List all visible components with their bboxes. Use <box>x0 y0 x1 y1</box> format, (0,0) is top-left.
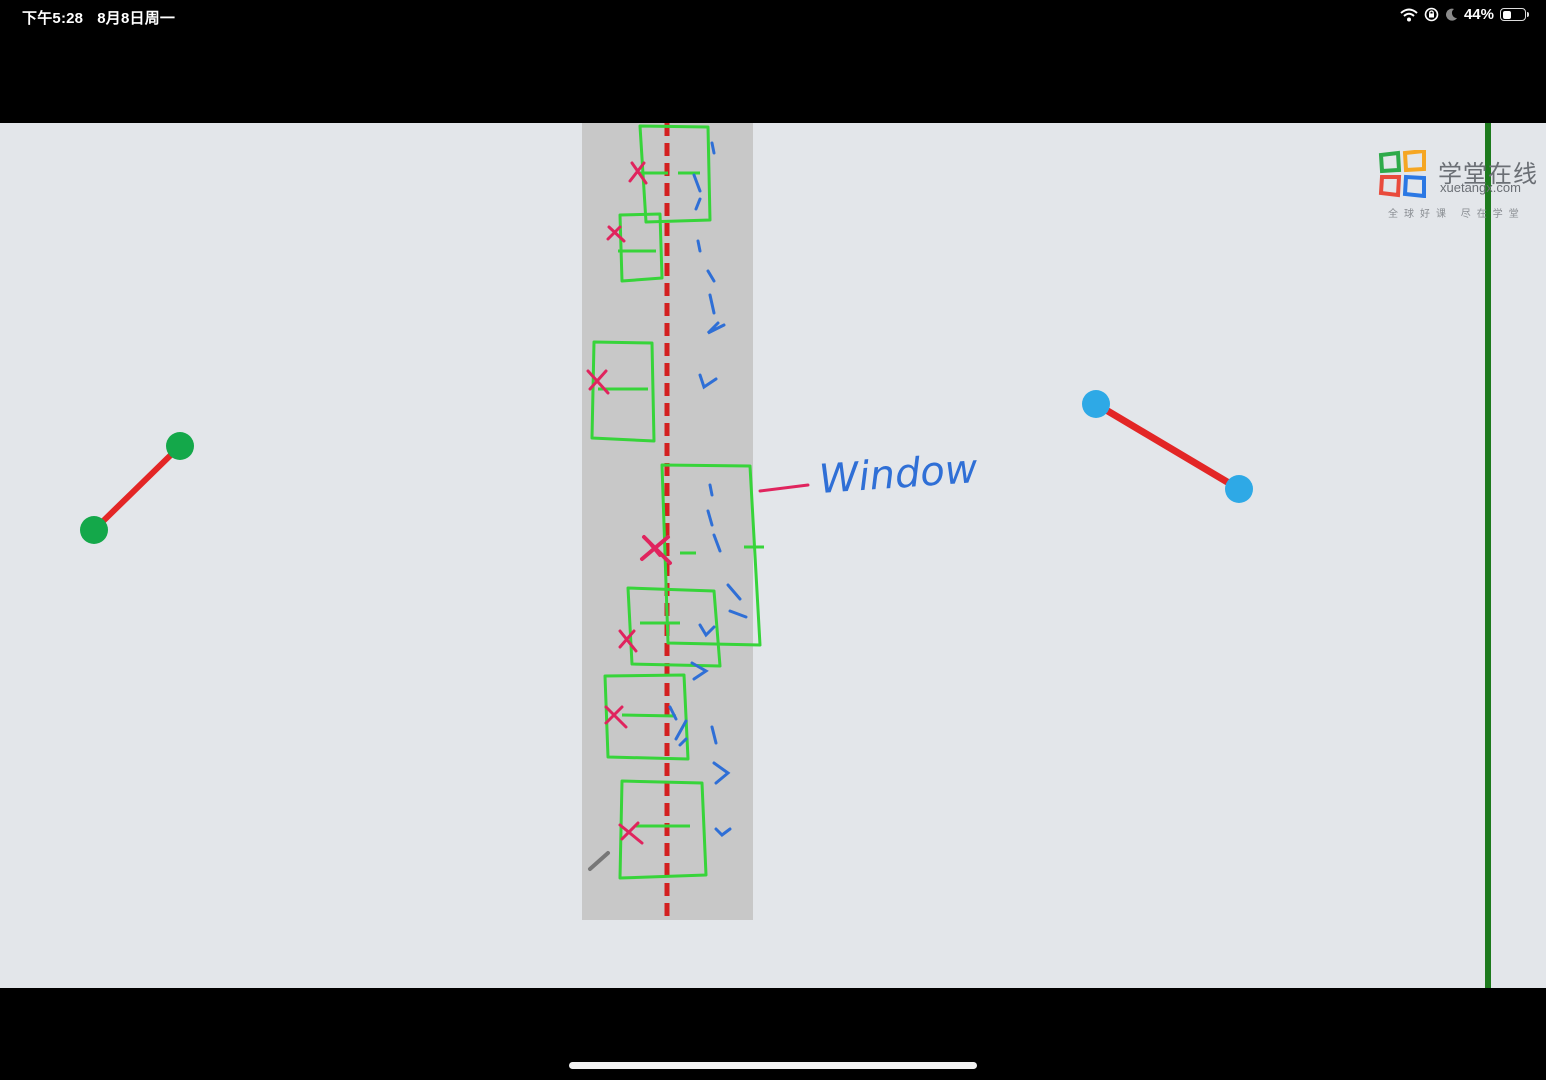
status-left: 下午5:28 8月8日周一 <box>22 7 175 28</box>
left-segment-start-point <box>80 516 108 544</box>
status-time: 下午5:28 <box>22 10 84 27</box>
logo-domain: xuetangx.com <box>1440 180 1521 195</box>
green-window-boxes <box>590 124 764 880</box>
window-label: Window <box>817 446 979 503</box>
right-segment-start-point <box>1082 390 1110 418</box>
orientation-lock-icon <box>1424 7 1439 22</box>
battery-icon <box>1500 8 1529 21</box>
gray-strip <box>582 123 753 920</box>
logo-slogan: 全球好课 尽在学堂 <box>1388 209 1525 220</box>
status-bar: 下午5:28 8月8日周一 44% <box>0 0 1546 32</box>
right-segment <box>1092 400 1243 493</box>
home-indicator[interactable] <box>569 1062 977 1069</box>
battery-percent: 44% <box>1463 6 1494 23</box>
status-date: 8月8日周一 <box>97 10 176 27</box>
video-frame[interactable]: Window 学堂在线 xuetangx.com 全球好课 尽在学堂 <box>0 123 1546 988</box>
right-segment-end-point <box>1225 475 1253 503</box>
wifi-icon <box>1400 8 1418 21</box>
blue-marks <box>668 141 748 837</box>
battery-fill <box>1502 10 1512 19</box>
red-x-marks <box>586 161 672 845</box>
moon-icon <box>1445 8 1457 21</box>
logo-title: 学堂在线 <box>1438 160 1538 188</box>
logo-mark-icon <box>1378 150 1426 198</box>
left-segment-end-point <box>166 432 194 460</box>
left-segment <box>91 443 183 533</box>
lecture-drawing: Window <box>80 123 1491 988</box>
xuetangx-logo: 学堂在线 xuetangx.com 全球好课 尽在学堂 <box>1378 150 1546 220</box>
gray-pen-stroke <box>588 851 610 871</box>
status-right: 44% <box>1400 6 1529 23</box>
window-pointer-line <box>758 483 810 493</box>
